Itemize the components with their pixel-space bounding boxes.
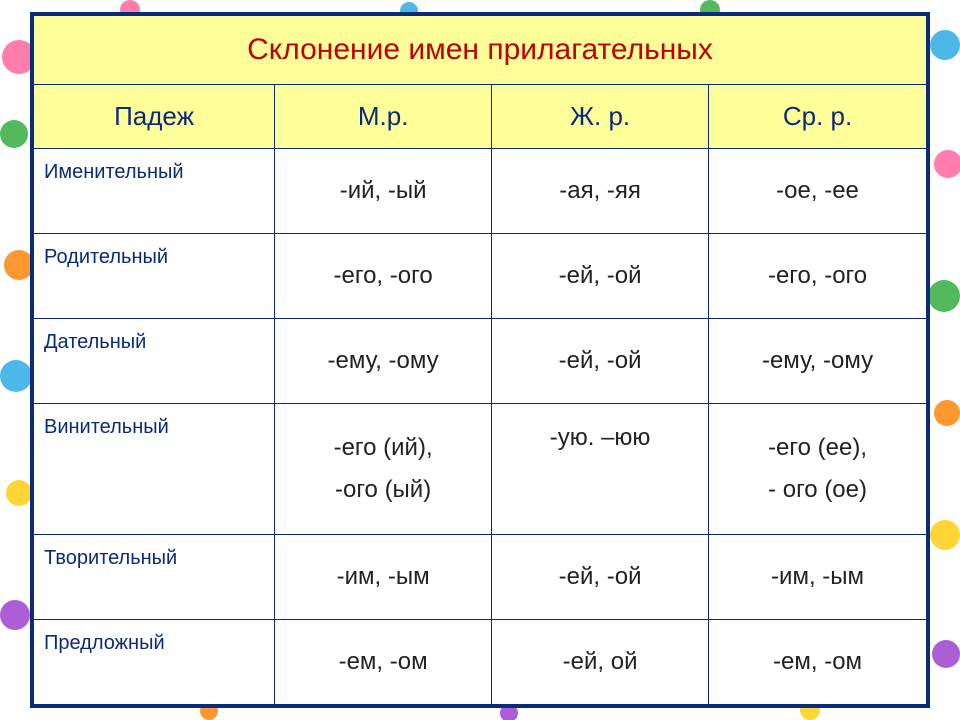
case-name: Дательный bbox=[34, 319, 275, 404]
ending-n-line1: -его (ее), bbox=[768, 434, 867, 461]
bg-bubble bbox=[930, 520, 960, 550]
ending-n: -ему, -ому bbox=[709, 319, 927, 404]
bg-bubble bbox=[930, 30, 960, 60]
ending-m: -его, -ого bbox=[275, 234, 492, 319]
col-masc: М.р. bbox=[275, 84, 492, 149]
table-frame: Склонение имен прилагательных Падеж М.р.… bbox=[30, 12, 930, 708]
bg-bubble bbox=[932, 640, 960, 668]
table-title: Склонение имен прилагательных bbox=[34, 16, 927, 85]
bg-bubble bbox=[934, 400, 960, 426]
case-name: Предложный bbox=[34, 620, 275, 705]
ending-m: -его (ий), -ого (ый) bbox=[275, 403, 492, 534]
table-row: Именительный -ий, -ый -ая, -яя -ое, -ее bbox=[34, 149, 927, 234]
ending-m: -ем, -ом bbox=[275, 620, 492, 705]
col-neut: Ср. р. bbox=[709, 84, 927, 149]
bg-bubble bbox=[0, 360, 32, 392]
ending-n: -ое, -ее bbox=[709, 149, 927, 234]
title-row: Склонение имен прилагательных bbox=[34, 16, 927, 85]
case-name: Творительный bbox=[34, 535, 275, 620]
declension-table: Склонение имен прилагательных Падеж М.р.… bbox=[33, 15, 927, 705]
ending-n: -ем, -ом bbox=[709, 620, 927, 705]
case-name: Родительный bbox=[34, 234, 275, 319]
ending-n: -его (ее), - ого (ое) bbox=[709, 403, 927, 534]
ending-m: -ий, -ый bbox=[275, 149, 492, 234]
ending-f: -ая, -яя bbox=[492, 149, 709, 234]
ending-n: -им, -ым bbox=[709, 535, 927, 620]
table-row: Предложный -ем, -ом -ей, ой -ем, -ом bbox=[34, 620, 927, 705]
table-row: Родительный -его, -ого -ей, -ой -его, -о… bbox=[34, 234, 927, 319]
ending-f: -ей, -ой bbox=[492, 319, 709, 404]
ending-f: -ей, -ой bbox=[492, 234, 709, 319]
bg-bubble bbox=[934, 150, 960, 178]
ending-f: -ей, ой bbox=[492, 620, 709, 705]
ending-m-line2: -ого (ый) bbox=[285, 476, 481, 504]
ending-n-line2: - ого (ое) bbox=[719, 476, 916, 504]
case-name: Именительный bbox=[34, 149, 275, 234]
col-case: Падеж bbox=[34, 84, 275, 149]
case-name: Винительный bbox=[34, 403, 275, 534]
bg-bubble bbox=[0, 120, 28, 148]
ending-m: -им, -ым bbox=[275, 535, 492, 620]
ending-m-line1: -его (ий), bbox=[334, 434, 433, 461]
ending-f: -ую. –юю bbox=[492, 403, 709, 534]
ending-f: -ей, -ой bbox=[492, 535, 709, 620]
col-fem: Ж. р. bbox=[492, 84, 709, 149]
bg-bubble bbox=[6, 480, 32, 506]
table-row: Творительный -им, -ым -ей, -ой -им, -ым bbox=[34, 535, 927, 620]
table-row: Винительный -его (ий), -ого (ый) -ую. –ю… bbox=[34, 403, 927, 534]
bg-bubble bbox=[928, 280, 960, 312]
ending-m: -ему, -ому bbox=[275, 319, 492, 404]
table-row: Дательный -ему, -ому -ей, -ой -ему, -ому bbox=[34, 319, 927, 404]
ending-n: -его, -ого bbox=[709, 234, 927, 319]
bg-bubble bbox=[0, 600, 30, 630]
header-row: Падеж М.р. Ж. р. Ср. р. bbox=[34, 84, 927, 149]
